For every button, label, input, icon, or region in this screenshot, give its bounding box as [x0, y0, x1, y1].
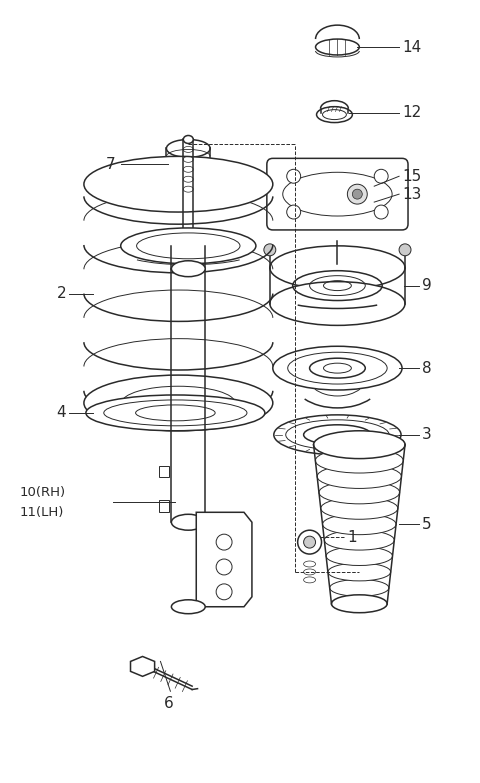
Ellipse shape: [317, 464, 401, 489]
Text: 14: 14: [402, 39, 421, 55]
Text: 11(LH): 11(LH): [19, 506, 64, 519]
Ellipse shape: [319, 481, 400, 503]
Text: 10(RH): 10(RH): [19, 486, 65, 499]
Circle shape: [287, 205, 300, 219]
Ellipse shape: [171, 261, 205, 276]
Text: 3: 3: [422, 428, 432, 442]
Text: 6: 6: [164, 695, 173, 711]
Ellipse shape: [84, 375, 273, 431]
Ellipse shape: [313, 431, 405, 457]
Circle shape: [216, 584, 232, 600]
Text: 13: 13: [402, 186, 421, 202]
Ellipse shape: [326, 547, 393, 565]
Circle shape: [287, 169, 300, 183]
Ellipse shape: [324, 530, 394, 550]
Ellipse shape: [332, 595, 387, 613]
Ellipse shape: [315, 448, 403, 473]
Ellipse shape: [84, 157, 273, 212]
Ellipse shape: [183, 135, 193, 143]
Ellipse shape: [328, 563, 391, 581]
Ellipse shape: [167, 139, 210, 157]
Text: 7: 7: [106, 157, 116, 171]
Polygon shape: [196, 512, 252, 607]
Circle shape: [264, 244, 276, 256]
Text: 15: 15: [402, 169, 421, 184]
Ellipse shape: [120, 228, 256, 264]
Ellipse shape: [323, 514, 396, 535]
Text: 5: 5: [422, 517, 432, 532]
Circle shape: [304, 536, 315, 548]
Ellipse shape: [330, 579, 389, 597]
Text: 4: 4: [56, 406, 66, 420]
Ellipse shape: [171, 514, 205, 530]
Ellipse shape: [273, 346, 402, 390]
FancyBboxPatch shape: [267, 158, 408, 230]
Ellipse shape: [86, 395, 265, 431]
Text: 2: 2: [56, 286, 66, 301]
FancyBboxPatch shape: [159, 466, 169, 478]
Circle shape: [348, 184, 367, 204]
Circle shape: [374, 169, 388, 183]
Ellipse shape: [270, 282, 405, 326]
Circle shape: [216, 559, 232, 575]
Ellipse shape: [167, 171, 210, 189]
Ellipse shape: [313, 431, 405, 459]
Text: 8: 8: [422, 361, 432, 376]
Circle shape: [374, 205, 388, 219]
Polygon shape: [131, 656, 155, 677]
Ellipse shape: [315, 39, 360, 55]
Text: 9: 9: [422, 278, 432, 293]
Text: 1: 1: [348, 529, 357, 545]
FancyBboxPatch shape: [159, 500, 169, 512]
Ellipse shape: [321, 497, 398, 519]
Text: 12: 12: [402, 105, 421, 120]
Ellipse shape: [274, 415, 401, 455]
Ellipse shape: [332, 596, 387, 612]
Circle shape: [298, 530, 322, 554]
Circle shape: [352, 189, 362, 199]
Circle shape: [399, 244, 411, 256]
Ellipse shape: [171, 600, 205, 614]
Ellipse shape: [316, 106, 352, 123]
Circle shape: [216, 534, 232, 550]
Ellipse shape: [270, 246, 405, 290]
